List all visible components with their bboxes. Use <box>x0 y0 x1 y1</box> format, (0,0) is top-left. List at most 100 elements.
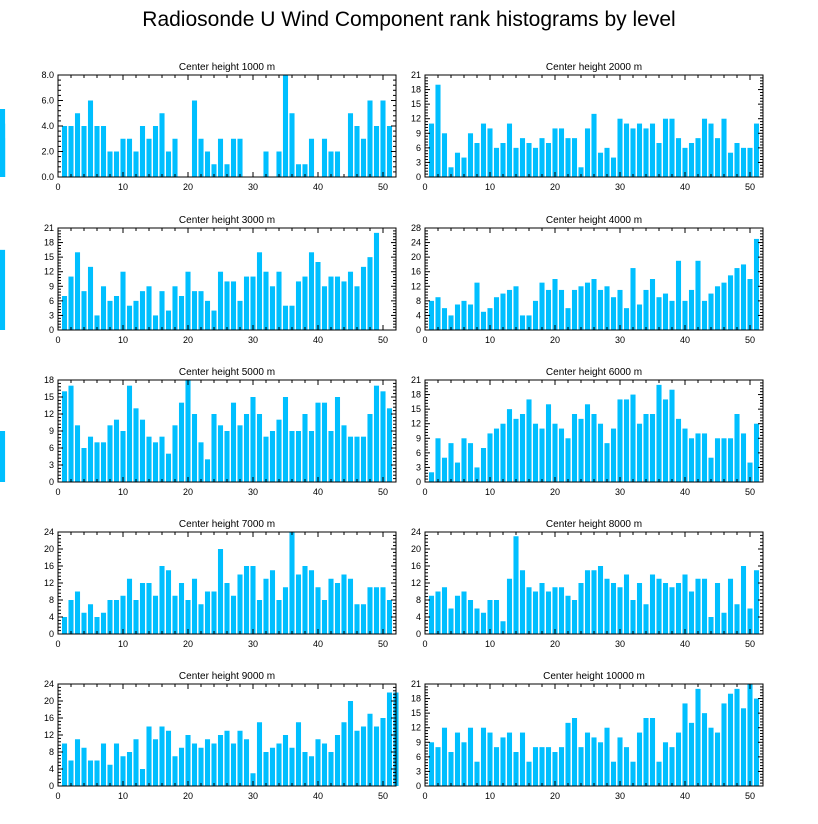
histogram-bar <box>61 617 68 634</box>
y-tick-label: 4 <box>49 612 54 622</box>
histogram-bar <box>289 532 295 634</box>
histogram-bar <box>360 138 367 177</box>
histogram-bar <box>269 431 276 482</box>
histogram-bar <box>682 147 688 177</box>
histogram-bar <box>656 761 662 786</box>
histogram-bar <box>94 315 100 330</box>
y-tick-label: 21 <box>44 223 54 233</box>
histogram-bar <box>597 742 604 786</box>
histogram-bar <box>506 123 513 177</box>
histogram-bar <box>597 152 604 177</box>
histogram-bar <box>250 276 256 330</box>
histogram-bar <box>734 414 740 482</box>
histogram-bar <box>727 275 734 330</box>
histogram-bar <box>571 138 578 177</box>
histogram-bar <box>159 436 165 482</box>
histogram-bar <box>565 438 571 482</box>
histogram-bar <box>565 308 571 330</box>
histogram-bar <box>107 764 113 786</box>
histogram-bar <box>191 291 198 330</box>
histogram-bar <box>526 143 532 177</box>
x-tick-label: 0 <box>55 335 60 345</box>
histogram-bar <box>747 462 753 482</box>
histogram-bar <box>610 583 617 634</box>
histogram-bar <box>133 600 139 634</box>
histogram-bar <box>172 756 178 786</box>
histogram-bar <box>448 167 454 177</box>
histogram-bar <box>224 281 230 330</box>
histogram-bar <box>727 578 734 634</box>
histogram-bar <box>714 732 721 786</box>
x-tick-label: 30 <box>248 487 258 497</box>
y-tick-label: 0 <box>416 629 421 639</box>
histogram-bar <box>734 143 740 177</box>
histogram-bar <box>211 414 217 482</box>
histogram-bar <box>289 113 295 177</box>
histogram-bar <box>630 128 636 177</box>
histogram-bar <box>191 578 198 634</box>
histogram-bar <box>669 747 675 786</box>
histogram-bar <box>204 591 211 634</box>
histogram-bar <box>630 394 636 482</box>
x-tick-label: 50 <box>745 335 755 345</box>
histogram-bar <box>519 570 526 634</box>
histogram-bar <box>617 399 623 482</box>
histogram-bar <box>230 281 237 330</box>
histogram-bar <box>133 300 139 330</box>
histogram-bar <box>263 151 269 177</box>
histogram-bar <box>747 684 753 786</box>
y-tick-label: 0 <box>49 477 54 487</box>
histogram-bar <box>185 380 191 482</box>
histogram-bar <box>204 151 211 177</box>
x-tick-label: 10 <box>485 335 495 345</box>
histogram-bar <box>165 453 172 482</box>
x-tick-label: 30 <box>615 487 625 497</box>
histogram-bar <box>513 147 519 177</box>
x-tick-label: 40 <box>313 639 323 649</box>
panel-title: Center height 4000 m <box>546 215 642 226</box>
histogram-bar <box>87 266 94 330</box>
histogram-bar <box>714 438 721 482</box>
histogram-bar <box>688 591 695 634</box>
histogram-bar <box>441 457 448 482</box>
y-tick-label: 0 <box>49 325 54 335</box>
histogram-bar <box>604 443 610 482</box>
histogram-bar <box>198 138 204 177</box>
histogram-bar <box>315 587 321 634</box>
x-tick-label: 40 <box>313 487 323 497</box>
y-tick-label: 9 <box>49 281 54 291</box>
histogram-bar <box>61 296 68 330</box>
histogram-bar <box>159 291 165 330</box>
histogram-bar <box>571 718 578 786</box>
histogram-bar <box>81 126 87 177</box>
histogram-bar <box>480 311 487 330</box>
panel-title: Center height 8000 m <box>546 519 642 530</box>
histogram-bar <box>328 151 334 177</box>
histogram-bar <box>315 402 321 482</box>
panel-title: Center height 6000 m <box>546 367 642 378</box>
y-tick-label: 6 <box>416 752 421 762</box>
histogram-bar <box>448 443 454 482</box>
x-tick-label: 40 <box>313 182 323 192</box>
histogram-bar <box>519 138 526 177</box>
histogram-bar <box>467 600 474 634</box>
histogram-bar <box>94 442 100 482</box>
histogram-bar <box>734 688 740 786</box>
x-tick-label: 40 <box>680 487 690 497</box>
histogram-bar <box>539 583 545 634</box>
histogram-bar <box>126 385 133 482</box>
histogram-bar <box>152 595 159 634</box>
histogram-bar <box>243 739 250 786</box>
histogram-panel: Center height 6000 m 0 3 6 9 12 15 18 21 0 10 20 30 4… <box>411 367 764 497</box>
histogram-bar <box>630 600 636 634</box>
x-tick-label: 20 <box>550 335 560 345</box>
histogram-bar <box>435 438 441 482</box>
histogram-bar <box>428 300 435 330</box>
histogram-bar <box>237 138 243 177</box>
histogram-bar <box>441 133 448 177</box>
histogram-bar <box>360 726 367 786</box>
histogram-bar <box>610 297 617 330</box>
histogram-bar <box>269 747 276 786</box>
histogram-bar <box>649 279 656 330</box>
histogram-bar <box>354 730 360 786</box>
